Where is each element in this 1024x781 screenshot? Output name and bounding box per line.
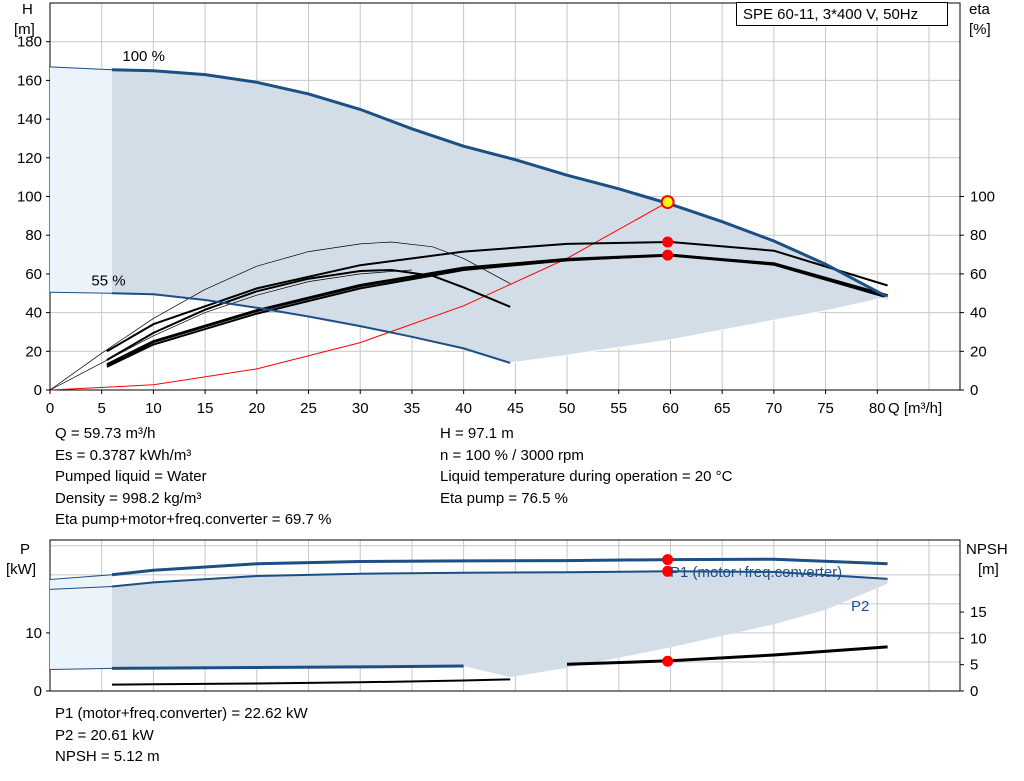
- result-density: Density = 998.2 kg/m³: [55, 489, 202, 507]
- head-chart-ytick-right-label: 40: [970, 305, 987, 322]
- power-min-curve: [111, 664, 464, 670]
- p2-curve: [111, 570, 888, 588]
- p1-curve-label: P1 (motor+freq.converter): [670, 564, 842, 581]
- head-chart-xtick-label: 30: [352, 400, 369, 417]
- result-head: H = 97.1 m: [440, 425, 514, 442]
- y-axis-label-h: H: [22, 1, 33, 18]
- head-chart-ytick-label: 160: [17, 72, 42, 89]
- head-chart-xtick-label: 45: [507, 400, 524, 417]
- head-chart-ytick-label: 120: [17, 150, 42, 167]
- head-curve-100: [111, 68, 889, 299]
- power-chart-ytick-label: 0: [34, 683, 42, 700]
- result-p1: P1 (motor+freq.converter) = 22.62 kW: [55, 705, 308, 722]
- head-operating-area: [112, 69, 888, 363]
- npsh-point-marker: [662, 655, 674, 667]
- eta-pump-curve: [106, 240, 888, 353]
- eta-thin-curve: [49, 241, 511, 391]
- p2-point-marker: [662, 565, 674, 577]
- head-chart-xtick-label: 15: [197, 400, 214, 417]
- head-curve-55: [111, 292, 511, 364]
- power-extension-line-p1: [49, 574, 113, 580]
- head-chart-ytick-right-label: 100: [970, 189, 995, 206]
- head-chart-ytick-right-label: 80: [970, 227, 987, 244]
- npsh-curve-full: [566, 645, 888, 666]
- p2-curve-label: P2: [851, 598, 869, 615]
- result-p2: P2 = 20.61 kW: [55, 726, 154, 744]
- head-chart-xtick-label: 60: [662, 400, 679, 417]
- results-right: H = 97.1 m n = 100 % / 3000 rpm Liquid t…: [440, 423, 732, 509]
- head-chart-xtick-label: 55: [610, 400, 627, 417]
- npsh-ytick-label: 0: [970, 683, 978, 700]
- power-chart-ytick-label: 10: [25, 625, 42, 642]
- y-axis-label-p-unit: [kW]: [6, 561, 36, 578]
- p1-curve: [111, 557, 888, 577]
- result-flow: Q = 59.73 m³/h: [55, 425, 156, 442]
- head-chart-ytick-label: 40: [25, 305, 42, 322]
- head-chart-xtick-label: 80: [869, 400, 886, 417]
- power-operating-area: [112, 571, 888, 678]
- head-lower-bound: [510, 296, 888, 364]
- result-eta-total: Eta pump+motor+freq.converter = 69.7 %: [55, 511, 332, 528]
- label-55-percent: 55 %: [91, 273, 125, 290]
- npsh-ytick-label: 10: [970, 630, 987, 647]
- head-chart-xtick-label: 35: [404, 400, 421, 417]
- pump-title: SPE 60-11, 3*400 V, 50Hz: [736, 2, 948, 26]
- head-chart-ytick-label: 0: [34, 382, 42, 399]
- y-axis-label-eta: eta: [969, 1, 991, 18]
- y-axis-label-h-unit: [m]: [14, 21, 35, 38]
- duty-point-marker: [660, 195, 675, 210]
- head-chart-xtick-label: 20: [248, 400, 265, 417]
- y-axis-label-npsh: NPSH: [966, 541, 1008, 558]
- head-chart-xtick-label: 0: [46, 400, 54, 417]
- y-axis-label-eta-unit: [%]: [969, 21, 991, 38]
- power-extension-area: [50, 574, 112, 670]
- eta-point-marker: [662, 249, 674, 261]
- result-npsh: NPSH = 5.12 m: [55, 748, 160, 765]
- y-axis-label-npsh-unit: [m]: [978, 561, 999, 578]
- head-chart-ytick-label: 60: [25, 266, 42, 283]
- head-chart-ytick-label: 100: [17, 189, 42, 206]
- npsh-ytick-label: 15: [970, 604, 987, 621]
- head-chart-ytick-label: 20: [25, 343, 42, 360]
- eta-point-marker: [662, 236, 674, 248]
- head-chart-ytick-label: 80: [25, 227, 42, 244]
- results-left: Q = 59.73 m³/h Es = 0.3787 kWh/m³ Pumped…: [55, 423, 331, 531]
- p1-point-marker: [662, 554, 674, 566]
- results-bottom: P1 (motor+freq.converter) = 22.62 kW P2 …: [55, 703, 308, 768]
- head-chart-ytick-right-label: 0: [970, 382, 978, 399]
- npsh-ytick-label: 5: [970, 657, 978, 674]
- npsh-curve-min: [111, 678, 511, 686]
- power-extension-line-p2: [49, 586, 113, 590]
- eta-total-curve: [106, 253, 889, 367]
- result-temperature: Liquid temperature during operation = 20…: [440, 468, 733, 485]
- head-chart-xtick-label: 10: [145, 400, 162, 417]
- head-extension-line-bottom: [49, 291, 113, 294]
- head-chart-ytick-right-label: 60: [970, 266, 987, 283]
- y-axis-label-p: P: [20, 541, 30, 558]
- head-chart-xtick-label: 75: [817, 400, 834, 417]
- head-chart-xtick-label: 25: [300, 400, 317, 417]
- result-eta-pump: Eta pump = 76.5 %: [440, 489, 568, 507]
- result-speed: n = 100 % / 3000 rpm: [440, 446, 584, 464]
- head-chart-ytick-right-label: 20: [970, 343, 987, 360]
- result-liquid: Pumped liquid = Water: [55, 468, 207, 485]
- label-100-percent: 100 %: [122, 48, 165, 65]
- eta-min-speed-curve: [106, 268, 511, 361]
- x-axis-label: Q [m³/h]: [888, 400, 942, 417]
- power-extension-line-min: [49, 667, 113, 670]
- head-extension-area: [50, 66, 112, 294]
- head-chart-ytick-label: 180: [17, 34, 42, 51]
- head-chart-xtick-label: 50: [559, 400, 576, 417]
- result-energy: Es = 0.3787 kWh/m³: [55, 446, 192, 464]
- head-chart-ytick-label: 140: [17, 111, 42, 128]
- head-extension-line-top: [49, 66, 113, 71]
- head-chart-xtick-label: 65: [714, 400, 731, 417]
- head-chart-xtick-label: 70: [766, 400, 783, 417]
- head-chart-xtick-label: 40: [455, 400, 472, 417]
- head-chart-xtick-label: 5: [98, 400, 106, 417]
